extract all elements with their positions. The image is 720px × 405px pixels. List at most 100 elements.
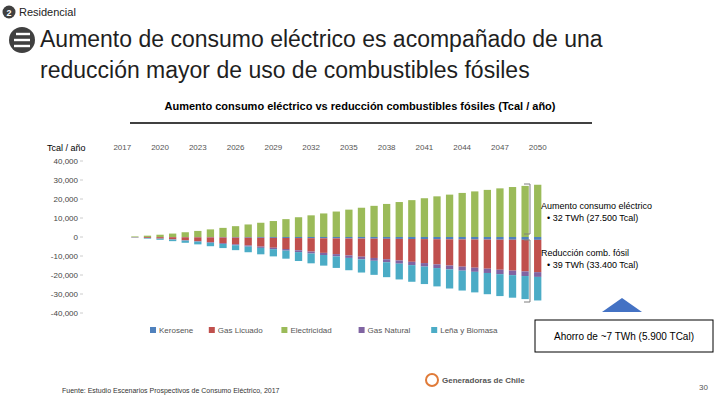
annotation-title: Reducción comb. fósil (541, 248, 629, 258)
x-tick-label: 2050 (529, 143, 547, 152)
y-tick-label: -10,000 (51, 252, 79, 261)
bar-segment (370, 206, 377, 237)
bar-segment (459, 271, 466, 291)
bar-segment (307, 215, 314, 237)
bar-segment (119, 237, 126, 238)
bar-segment (358, 239, 365, 257)
y-axis-label: Tcal / año (47, 143, 86, 153)
legend-label: Gas Natural (368, 326, 411, 335)
annotation-title: Aumento consumo eléctrico (541, 201, 652, 211)
bar-segment (320, 237, 327, 238)
bar-segment (383, 237, 390, 239)
heading-icon-line (14, 39, 30, 41)
bar-segment (131, 237, 138, 238)
bar-segment (333, 212, 340, 237)
bar-segment (534, 237, 541, 240)
y-tick-label: 0 (74, 233, 79, 242)
bar-segment (144, 236, 151, 237)
bracket (524, 240, 530, 302)
bar-segment (408, 265, 415, 282)
bar-segment (232, 245, 239, 250)
bar-segment (459, 193, 466, 237)
bar-segment (433, 268, 440, 286)
x-tick-label: 2029 (264, 143, 282, 152)
bar-segment (169, 234, 176, 237)
bar-segment (219, 228, 226, 237)
heading: reducción mayor de uso de combustibles f… (40, 57, 530, 83)
title-rule (130, 122, 592, 124)
source: Fuente: Estudio Escenarios Prospectivos … (62, 387, 280, 395)
bar-segment (433, 237, 440, 239)
bar-segment (295, 250, 302, 252)
bar-segment (484, 190, 491, 237)
bar-segment (245, 224, 252, 237)
bar-segment (421, 267, 428, 284)
x-tick-label: 2026 (227, 143, 245, 152)
bar-segment (421, 263, 428, 267)
x-tick-label: 2032 (302, 143, 320, 152)
section-badge (3, 6, 16, 19)
bar-segment (358, 257, 365, 260)
legend-swatch (359, 327, 365, 333)
bar-segment (358, 259, 365, 272)
bar-segment (307, 252, 314, 254)
chart-title: Aumento consumo eléctrico vs reducción c… (165, 100, 556, 112)
bar-segment (119, 237, 126, 238)
legend-item: Leña y Biomasa (431, 326, 498, 335)
bar-segment (396, 261, 403, 264)
bar-segment (471, 272, 478, 293)
bar-segment (484, 273, 491, 294)
bar-segment (207, 243, 214, 246)
bar-segment (144, 237, 151, 238)
bar-segment (471, 239, 478, 267)
bar-segment (207, 237, 214, 242)
legend-label: Leña y Biomasa (440, 326, 498, 335)
bar-segment (194, 237, 201, 241)
bar-segment (421, 239, 428, 263)
bar-segment (446, 266, 453, 270)
bar-segment (270, 249, 277, 256)
bar-segment (433, 264, 440, 268)
legend-swatch (431, 327, 437, 333)
bar-segment (408, 262, 415, 265)
bar-segment (345, 239, 352, 256)
bar-segment (282, 219, 289, 237)
bar-segment (295, 217, 302, 237)
bar-segment (270, 248, 277, 249)
logo-icon (426, 374, 438, 386)
bar-segment (459, 239, 466, 266)
page-number: 30 (699, 383, 708, 392)
bar-segment (471, 191, 478, 237)
bar-segment (320, 238, 327, 253)
bar-segment (307, 238, 314, 251)
section-title: Residencial (19, 6, 76, 18)
legend-item: Gas Licuado (209, 326, 263, 335)
bar-segment (471, 237, 478, 239)
bar-segment (182, 232, 189, 237)
bar-segment (270, 221, 277, 237)
bar-segment (459, 237, 466, 239)
y-tick-label: 30,000 (54, 176, 79, 185)
bar-segment (421, 198, 428, 237)
bar-segment (370, 237, 377, 239)
bar-segment (257, 238, 264, 247)
bar-segment (320, 253, 327, 255)
bar-segment (333, 254, 340, 256)
savings-text: Ahorro de ~7 TWh (5.900 TCal) (554, 331, 694, 342)
bar-segment (383, 259, 390, 262)
bar-segment (245, 245, 252, 246)
annotation-text: • 32 TWh (27.500 Tcal) (547, 213, 638, 223)
bar-segment (156, 239, 163, 240)
bar-segment (484, 240, 491, 269)
bar-segment (509, 237, 516, 240)
bar-segment (459, 267, 466, 271)
y-tick (80, 294, 83, 295)
bar-segment (534, 272, 541, 277)
y-tick-label: -40,000 (51, 309, 79, 318)
bar-segment (333, 238, 340, 254)
bar-segment (496, 274, 503, 296)
y-tick (80, 275, 83, 276)
bar-segment (396, 239, 403, 261)
annotation-text: • 39 TWh (33.400 Tcal) (547, 260, 638, 270)
bar-segment (408, 237, 415, 239)
